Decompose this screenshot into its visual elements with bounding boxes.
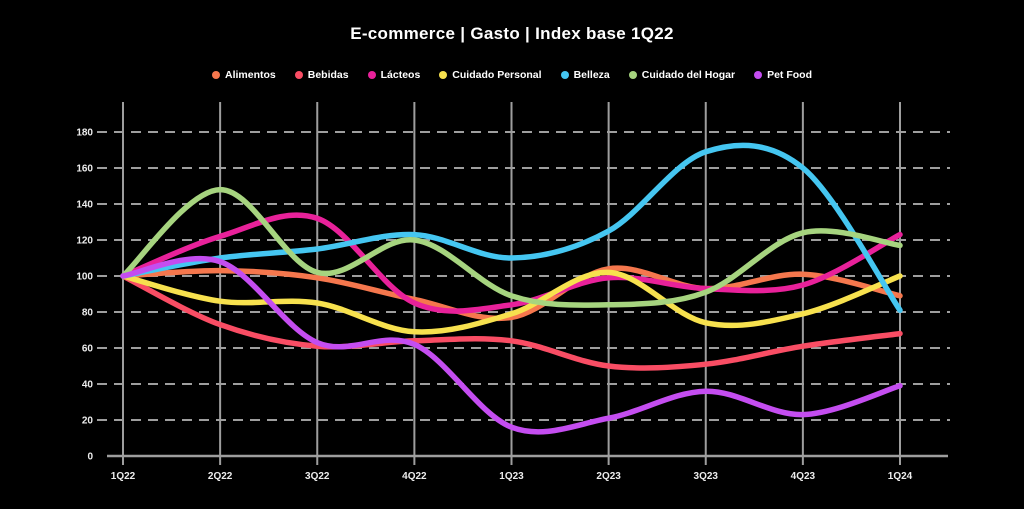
- legend-item-pet-food: Pet Food: [754, 69, 812, 81]
- y-tick-label: 140: [76, 200, 93, 211]
- legend-item-alimentos: Alimentos: [211, 69, 276, 81]
- y-tick-label: 160: [76, 164, 93, 175]
- legend-label: Pet Food: [767, 69, 813, 81]
- legend-dot-pet-food: [754, 71, 763, 79]
- x-tick-label: 2Q22: [208, 471, 233, 482]
- y-tick-label: 40: [82, 380, 94, 391]
- legend-dot-belleza: [560, 71, 569, 79]
- x-tick-label: 1Q24: [888, 471, 913, 482]
- series-line-cuidado-personal: [120, 269, 903, 335]
- y-tick-label: 20: [82, 416, 94, 427]
- series-line-belleza: [120, 142, 903, 313]
- legend-item-bebidas: Bebidas: [294, 69, 349, 81]
- x-tick-label: 3Q22: [305, 471, 330, 482]
- x-tick-label: 2Q23: [596, 471, 621, 482]
- legend-item-cuidado-del-hogar: Cuidado del Hogar: [628, 69, 736, 81]
- legend-dot-alimentos: [211, 71, 220, 79]
- chart-title: E-commerce | Gasto | Index base 1Q22: [350, 24, 674, 43]
- legend-item-lacteos: Lácteos: [367, 69, 421, 81]
- legend-item-belleza: Belleza: [560, 69, 610, 81]
- legend-dot-cuidado-personal: [439, 71, 448, 79]
- legend-label: Lácteos: [380, 69, 421, 81]
- series-line-bebidas: [120, 273, 903, 371]
- legend-label: Cuidado Personal: [452, 69, 542, 81]
- y-tick-label: 0: [87, 452, 93, 463]
- legend-label: Bebidas: [307, 69, 349, 81]
- x-tick-label: 4Q23: [791, 471, 816, 482]
- y-tick-label: 120: [76, 236, 93, 247]
- chart-legend: Alimentos Bebidas Lácteos Cuidado Personal B…: [0, 68, 1024, 82]
- series-line-cuidado-del-hogar: [120, 186, 903, 308]
- legend-label: Alimentos: [224, 69, 276, 81]
- x-tick-label: 3Q23: [694, 471, 719, 482]
- x-tick-label: 1Q22: [111, 471, 136, 482]
- legend-label: Cuidado del Hogar: [641, 69, 736, 81]
- series-line-lacteos: [120, 212, 903, 314]
- series-line-alimentos: [120, 265, 903, 322]
- y-tick-label: 80: [82, 308, 94, 319]
- legend-dot-bebidas: [294, 71, 303, 79]
- legend-dot-cuidado-del-hogar: [628, 71, 637, 79]
- legend-label: Belleza: [573, 69, 610, 81]
- y-tick-label: 60: [82, 344, 94, 355]
- series-line-pet-food: [120, 255, 903, 435]
- x-tick-label: 4Q22: [402, 471, 427, 482]
- legend-item-cuidado-personal: Cuidado Personal: [439, 69, 542, 81]
- y-tick-label: 100: [76, 272, 93, 283]
- x-tick-label: 1Q23: [499, 471, 524, 482]
- legend-dot-lacteos: [367, 71, 376, 79]
- y-tick-label: 180: [76, 128, 93, 139]
